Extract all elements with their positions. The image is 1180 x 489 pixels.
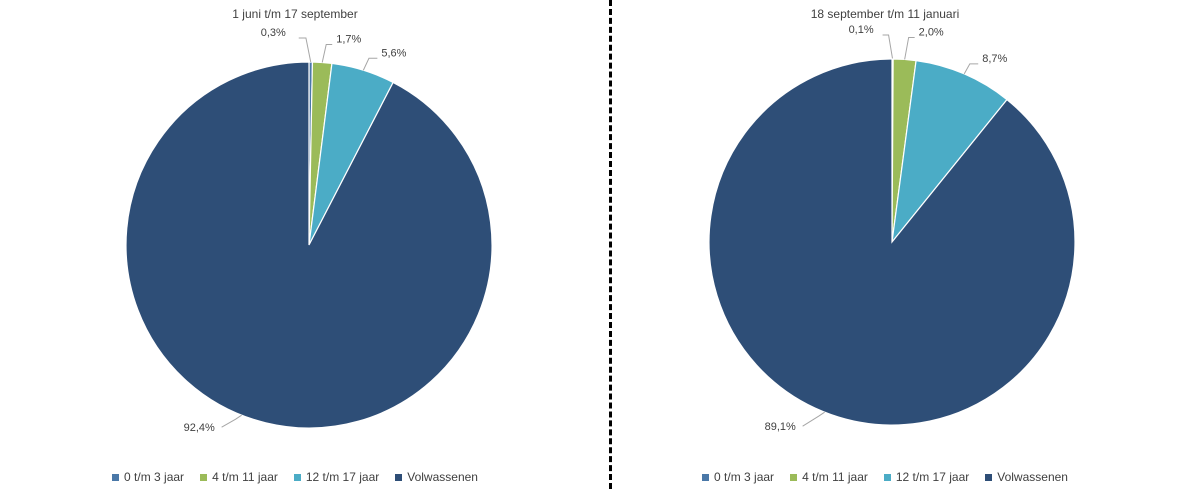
pie-slice	[891, 59, 1008, 245]
leader-line	[298, 37, 312, 63]
legend-item: 4 t/m 11 jaar	[790, 470, 868, 484]
leader-line	[904, 36, 915, 60]
data-label: 0,1%	[849, 24, 874, 36]
data-label: 92,4%	[184, 422, 215, 434]
legend-item: 4 t/m 11 jaar	[200, 470, 278, 484]
legend-item: 0 t/m 3 jaar	[112, 470, 184, 484]
legend-label: 12 t/m 17 jaar	[305, 470, 380, 484]
legend-label: 4 t/m 11 jaar	[802, 470, 868, 484]
data-label: 89,1%	[765, 421, 796, 433]
pie-chart-right: 0,1% 2,0% 8,7% 89,1%	[708, 24, 1076, 433]
legend-swatch	[293, 473, 301, 481]
data-label: 2,0%	[919, 26, 944, 38]
legend-label: 4 t/m 11 jaar	[212, 470, 278, 484]
pie-slice	[708, 58, 1076, 426]
chart-title: 1 juni t/m 17 september	[232, 7, 358, 21]
leader-line	[362, 57, 378, 71]
leader-line	[963, 63, 979, 75]
chart-title: 18 september t/m 11 januari	[810, 7, 960, 21]
data-label: 5,6%	[381, 47, 406, 59]
legend-swatch	[112, 473, 120, 481]
legend-swatch	[395, 473, 403, 481]
legend: 0 t/m 3 jaar 4 t/m 11 jaar 12 t/m 17 jaa…	[590, 470, 1180, 484]
leader-line	[221, 414, 242, 428]
pie-slice	[125, 61, 493, 429]
legend-label: 0 t/m 3 jaar	[124, 470, 185, 484]
data-label: 1,7%	[336, 33, 361, 45]
leader-line	[802, 411, 825, 427]
legend-label: Volwassenen	[997, 470, 1068, 484]
legend-label: 12 t/m 17 jaar	[895, 470, 970, 484]
dashed-divider	[609, 0, 612, 489]
legend-item: 12 t/m 17 jaar	[883, 470, 970, 484]
leader-line	[882, 34, 894, 60]
legend-label: Volwassenen	[407, 470, 478, 484]
legend-item: 0 t/m 3 jaar	[702, 470, 774, 484]
legend-swatch	[200, 473, 208, 481]
data-label: 8,7%	[982, 53, 1007, 65]
legend-swatch	[702, 473, 710, 481]
legend-label: 0 t/m 3 jaar	[714, 470, 775, 484]
legend-item: Volwassenen	[985, 470, 1068, 484]
legend-swatch	[985, 473, 993, 481]
pie-chart-left: 0,3% 1,7% 5,6% 92,4%	[125, 27, 493, 434]
chart-panel-left: 1 juni t/m 17 september 0,3% 1,7% 5,6% 92,4…	[0, 7, 590, 484]
legend-swatch	[790, 473, 798, 481]
chart-panel-right: 18 september t/m 11 januari 0,1% 2,0% 8,7%…	[590, 0, 1180, 489]
legend-item: Volwassenen	[395, 470, 478, 484]
legend-swatch	[883, 473, 891, 481]
legend: 0 t/m 3 jaar 4 t/m 11 jaar 12 t/m 17 jaa…	[0, 470, 590, 484]
leader-line	[321, 43, 333, 63]
legend-item: 12 t/m 17 jaar	[293, 470, 380, 484]
data-label: 0,3%	[261, 27, 286, 39]
